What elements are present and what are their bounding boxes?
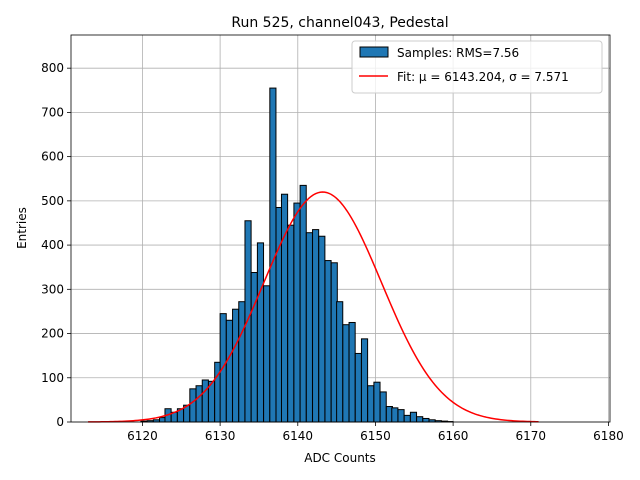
gaussian-fit-curve [88, 191, 539, 423]
x-tick-label: 6150 [360, 429, 391, 443]
y-axis-label: Entries [15, 207, 29, 249]
histogram-bar [263, 285, 271, 423]
histogram-bar [409, 411, 418, 423]
x-tick-label: 6130 [205, 429, 236, 443]
histogram-bar [422, 417, 430, 423]
legend-histogram-label: Samples: RMS=7.56 [397, 46, 519, 60]
histogram-bar [312, 229, 320, 423]
histogram-bar [348, 321, 356, 423]
histogram-bar [324, 260, 332, 423]
histogram-bar [360, 338, 369, 423]
histogram-bar [250, 272, 258, 423]
y-tick-label: 300 [41, 282, 64, 296]
histogram-bar [238, 301, 246, 423]
histogram-bar [397, 409, 405, 423]
legend-fit-label: Fit: μ = 6143.204, σ = 7.571 [397, 70, 569, 84]
y-tick-label: 100 [41, 371, 64, 385]
histogram-bar [416, 416, 424, 423]
histogram-bar [225, 319, 233, 423]
x-tick-label: 6160 [438, 429, 469, 443]
histogram-bar [367, 385, 375, 423]
y-tick-label: 0 [56, 415, 64, 429]
histogram-bar [280, 193, 289, 423]
x-axis-label: ADC Counts [304, 451, 376, 465]
histogram-bar [232, 308, 240, 423]
y-tick-label: 800 [41, 61, 64, 75]
y-axis-ticks: 0 100 200 300 400 500 600 700 800 [41, 61, 71, 429]
chart-title: Run 525, channel043, Pedestal [231, 15, 448, 31]
histogram-bar [342, 324, 350, 423]
y-tick-label: 400 [41, 238, 64, 252]
histogram-bar [354, 352, 362, 423]
legend: Samples: RMS=7.56 Fit: μ = 6143.204, σ =… [351, 40, 603, 94]
histogram-bar [244, 220, 252, 423]
x-tick-label: 6170 [516, 429, 547, 443]
histogram-bar [391, 407, 399, 423]
histogram-bar [189, 388, 197, 423]
y-tick-label: 600 [41, 150, 64, 164]
fit-curve-layer [88, 191, 539, 423]
x-tick-label: 6120 [127, 429, 158, 443]
histogram-bar [305, 232, 313, 423]
x-axis-ticks: 6120 6130 6140 6150 6160 6170 6180 [127, 422, 624, 443]
x-tick-label: 6180 [593, 429, 624, 443]
y-tick-label: 500 [41, 194, 64, 208]
histogram-bar [256, 242, 265, 423]
histogram-bar [207, 380, 216, 423]
histogram-bar [287, 224, 295, 423]
y-tick-label: 700 [41, 105, 64, 119]
histogram-bar [379, 391, 387, 423]
histogram-bar [201, 379, 209, 423]
histogram-bar [293, 202, 301, 423]
histogram-bar [403, 414, 411, 423]
histogram-bar [299, 184, 307, 423]
histogram-bar [318, 235, 326, 423]
histogram-bar [336, 301, 344, 423]
legend-box [351, 40, 603, 94]
legend-histogram-swatch [359, 46, 389, 58]
y-tick-label: 200 [41, 327, 64, 341]
plot-frame [70, 34, 611, 423]
histogram-bar [195, 385, 203, 423]
histogram-bar [373, 381, 381, 423]
x-tick-label: 6140 [283, 429, 314, 443]
